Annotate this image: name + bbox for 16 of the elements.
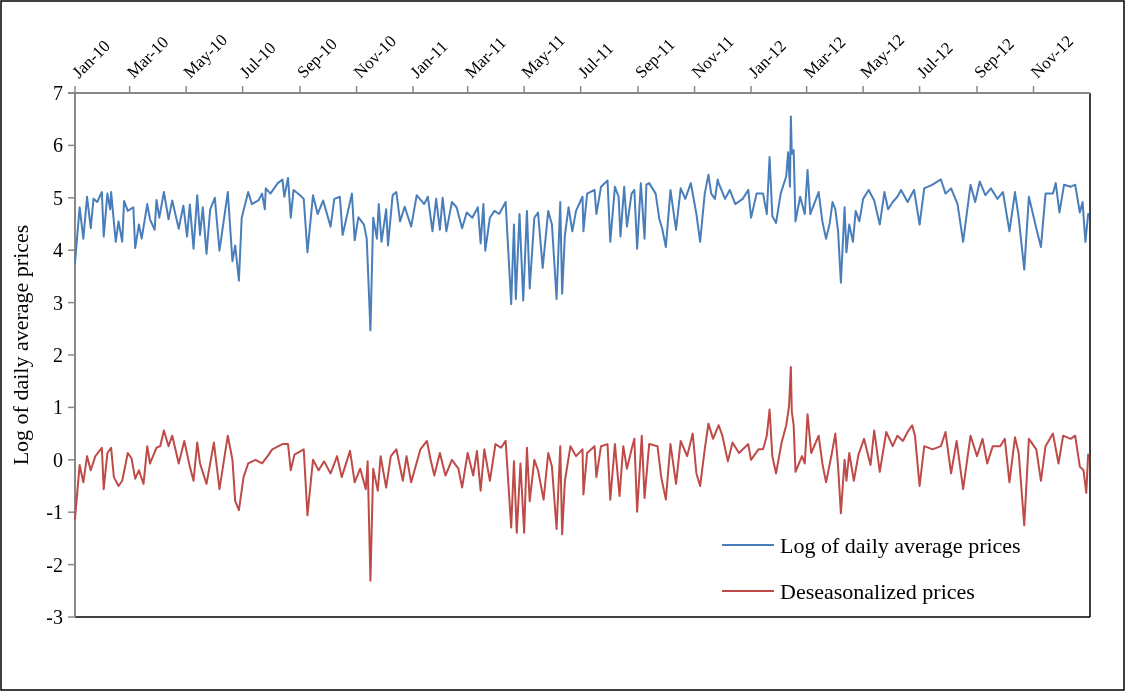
- y-tick-label: -3: [46, 606, 63, 628]
- legend-label: Deseasonalized prices: [780, 578, 975, 604]
- y-tick-label: 7: [53, 82, 63, 104]
- y-tick-label: -1: [46, 501, 63, 524]
- y-tick-label: -2: [46, 553, 63, 576]
- y-tick-label: 5: [53, 186, 63, 209]
- y-tick-label: 4: [53, 239, 63, 262]
- y-tick-label: 0: [53, 448, 63, 471]
- y-tick-label: 2: [53, 344, 63, 366]
- line-series: [74, 115, 1090, 332]
- y-tick-label: 1: [53, 396, 63, 419]
- y-tick-label: 3: [53, 291, 63, 314]
- line-series: [74, 366, 1090, 582]
- y-tick-label: 6: [53, 134, 63, 157]
- legend-label: Log of daily average prices: [780, 532, 1021, 558]
- y-axis-title: Log of daily average prices: [8, 224, 33, 466]
